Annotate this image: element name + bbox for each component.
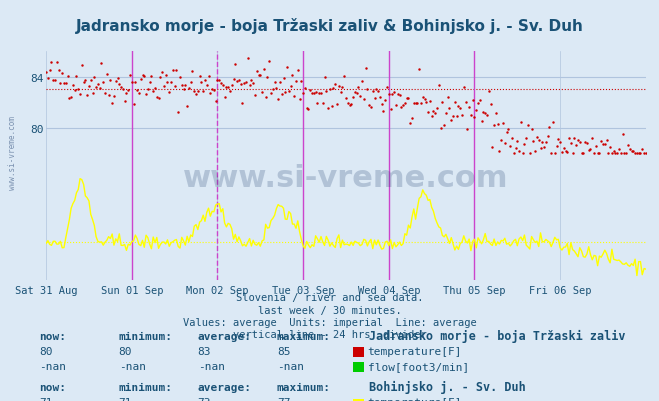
Text: temperature[F]: temperature[F]	[368, 346, 462, 356]
Text: Slovenia / river and sea data.: Slovenia / river and sea data.	[236, 293, 423, 303]
Text: last week / 30 minutes.: last week / 30 minutes.	[258, 305, 401, 315]
Text: -nan: -nan	[198, 361, 225, 371]
Text: 85: 85	[277, 346, 290, 356]
Text: -nan: -nan	[40, 361, 67, 371]
Text: maximum:: maximum:	[277, 331, 331, 341]
Text: www.si-vreme.com: www.si-vreme.com	[8, 115, 17, 189]
Text: minimum:: minimum:	[119, 331, 173, 341]
Text: 71: 71	[119, 397, 132, 401]
Text: average:: average:	[198, 331, 252, 341]
Text: temperature[F]: temperature[F]	[368, 397, 462, 401]
Text: -nan: -nan	[119, 361, 146, 371]
Text: maximum:: maximum:	[277, 382, 331, 392]
Text: 80: 80	[40, 346, 53, 356]
Text: Bohinjsko j. - Sv. Duh: Bohinjsko j. - Sv. Duh	[369, 380, 526, 393]
Text: now:: now:	[40, 331, 67, 341]
Text: Values: average  Units: imperial  Line: average: Values: average Units: imperial Line: av…	[183, 317, 476, 327]
Text: flow[foot3/min]: flow[foot3/min]	[368, 361, 469, 371]
Text: 83: 83	[198, 346, 211, 356]
Text: 71: 71	[40, 397, 53, 401]
Text: Jadransko morje - boja Tržaski zaliv: Jadransko morje - boja Tržaski zaliv	[369, 329, 625, 342]
Text: www.si-vreme.com: www.si-vreme.com	[183, 163, 509, 192]
Text: vertical line - 24 hrs  divider: vertical line - 24 hrs divider	[233, 329, 426, 339]
Text: 77: 77	[277, 397, 290, 401]
Text: -nan: -nan	[277, 361, 304, 371]
Text: now:: now:	[40, 382, 67, 392]
Text: minimum:: minimum:	[119, 382, 173, 392]
Text: Jadransko morje - boja Tržaski zaliv & Bohinjsko j. - Sv. Duh: Jadransko morje - boja Tržaski zaliv & B…	[76, 18, 583, 34]
Text: average:: average:	[198, 382, 252, 392]
Text: 80: 80	[119, 346, 132, 356]
Text: 73: 73	[198, 397, 211, 401]
